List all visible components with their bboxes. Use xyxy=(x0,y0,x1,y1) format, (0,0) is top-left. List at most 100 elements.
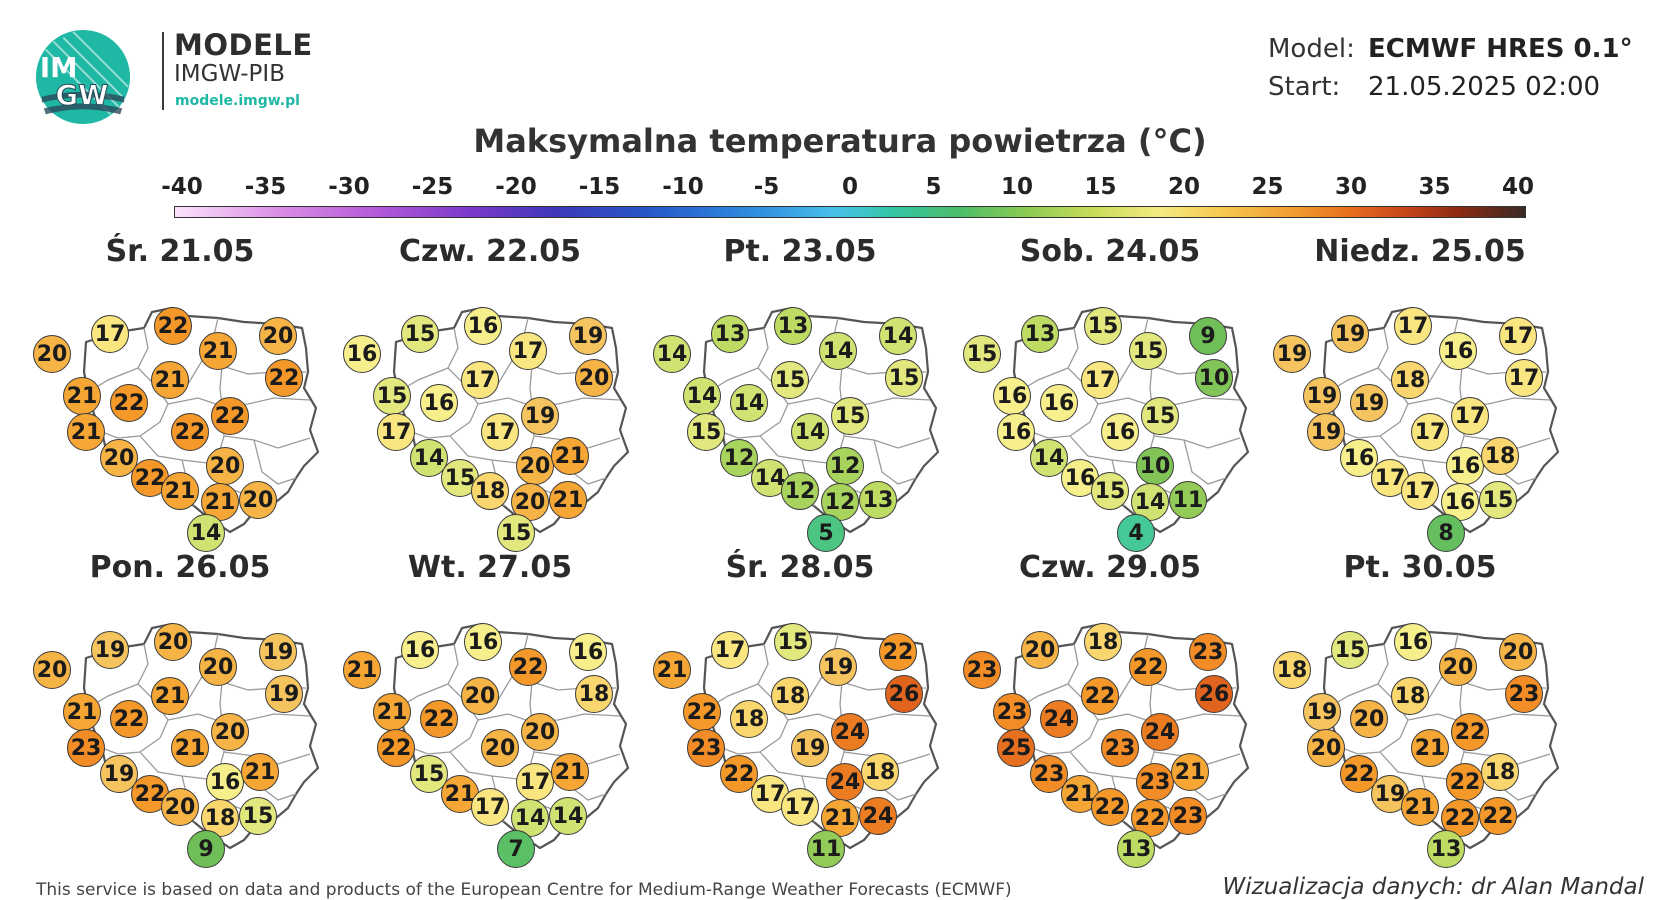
temperature-marker: 16 xyxy=(464,623,502,661)
temperature-marker: 23 xyxy=(1101,729,1139,767)
temperature-marker: 23 xyxy=(1136,763,1174,801)
temperature-marker: 18 xyxy=(201,799,239,837)
temperature-marker: 20 xyxy=(33,651,71,689)
region-border xyxy=(1031,737,1091,755)
region-border xyxy=(411,421,471,439)
temperature-marker: 17 xyxy=(481,413,519,451)
temperature-marker: 20 xyxy=(461,677,499,715)
temperature-marker: 17 xyxy=(1451,397,1489,435)
colorbar-tick: 40 xyxy=(1501,174,1534,200)
temperature-marker: 22 xyxy=(211,397,249,435)
region-border xyxy=(1379,435,1457,465)
temperature-marker: 18 xyxy=(1391,361,1429,399)
temperature-marker: 18 xyxy=(575,675,613,713)
colorbar-tick: 25 xyxy=(1251,174,1284,200)
temperature-marker: 23 xyxy=(963,651,1001,689)
temperature-marker: 20 xyxy=(516,447,554,485)
temperature-marker: 19 xyxy=(91,631,129,669)
region-border xyxy=(843,435,931,449)
temperature-marker: 15 xyxy=(1479,481,1517,519)
temperature-marker: 19 xyxy=(1307,413,1345,451)
temperature-marker: 17 xyxy=(781,788,819,826)
forecast-panel: Pon. 26.05 20 19 20 20 19 19 21 22 21 20 23 21 19 16 21… xyxy=(20,550,356,868)
temperature-marker: 16 xyxy=(1446,447,1484,485)
temperature-marker: 18 xyxy=(1481,753,1519,791)
temperature-marker: 15 xyxy=(401,315,439,353)
temperature-marker: 13 xyxy=(1021,315,1059,353)
temperature-marker: 21 xyxy=(549,481,587,519)
temperature-marker: 21 xyxy=(343,651,381,689)
temperature-marker: 22 xyxy=(110,384,148,422)
temperature-marker: 20 xyxy=(1307,729,1345,767)
temperature-marker: 22 xyxy=(509,648,547,686)
region-border xyxy=(447,643,479,739)
temperature-marker: 17 xyxy=(1411,413,1449,451)
temperature-marker: 15 xyxy=(774,623,812,661)
temperature-marker: 15 xyxy=(373,377,411,415)
temperature-marker: 21 xyxy=(551,753,589,791)
temperature-marker: 21 xyxy=(441,775,479,813)
temperature-marker: 20 xyxy=(1439,648,1477,686)
temperature-marker: 26 xyxy=(1195,675,1233,713)
temperature-marker: 15 xyxy=(410,755,448,793)
region-border xyxy=(447,327,479,423)
start-label: Start: xyxy=(1268,72,1341,102)
day-label: Czw. 22.05 xyxy=(398,234,581,269)
temperature-marker: 23 xyxy=(67,729,105,767)
temperature-marker: 17 xyxy=(509,332,547,370)
day-label: Pon. 26.05 xyxy=(89,550,271,585)
region-border xyxy=(759,435,837,465)
day-label: Pt. 30.05 xyxy=(1343,550,1497,585)
temperature-marker: 22 xyxy=(1091,788,1129,826)
temperature-marker: 9 xyxy=(187,830,225,868)
colorbar-tick: 15 xyxy=(1084,174,1117,200)
temperature-marker: 13 xyxy=(1117,830,1155,868)
region-border xyxy=(1379,751,1457,781)
day-label: Śr. 21.05 xyxy=(105,234,255,269)
brand-url-link[interactable]: modele.imgw.pl xyxy=(175,93,300,109)
temperature-marker: 18 xyxy=(1481,437,1519,475)
temperature-marker: 15 xyxy=(771,361,809,399)
temperature-marker: 14 xyxy=(187,514,225,552)
temperature-marker: 16 xyxy=(1394,623,1432,661)
temperature-marker: 19 xyxy=(1371,775,1409,813)
forecast-panel: Niedz. 25.05 19 19 17 16 17 17 19 19 18 17 19 17 16 16… xyxy=(1260,234,1596,552)
temperature-marker: 21 xyxy=(171,729,209,767)
region-border xyxy=(1069,751,1147,781)
region-border xyxy=(223,435,311,449)
temperature-marker: 14 xyxy=(683,377,721,415)
temperature-marker: 19 xyxy=(1303,693,1341,731)
temperature-marker: 22 xyxy=(265,359,303,397)
forecast-panel: Śr. 21.05 20 17 22 21 20 22 21 22 21 22 21 22 20 20 22 2… xyxy=(20,234,356,552)
temperature-marker: 22 xyxy=(1446,763,1484,801)
temperature-marker: 15 xyxy=(1084,307,1122,345)
forecast-panel: Czw. 22.05 16 15 16 17 19 20 15 16 17 19 17 17 14 20 21… xyxy=(330,234,666,552)
region-border xyxy=(1377,643,1409,739)
temperature-marker: 13 xyxy=(711,315,749,353)
temperature-marker: 11 xyxy=(1169,481,1207,519)
temperature-marker: 22 xyxy=(420,700,458,738)
temperature-marker: 21 xyxy=(199,332,237,370)
region-border xyxy=(1153,435,1241,449)
colorbar-tick: -25 xyxy=(411,174,454,200)
temperature-marker: 21 xyxy=(161,472,199,510)
temperature-marker: 20 xyxy=(199,648,237,686)
forecast-panel: Pt. 23.05 14 13 13 14 14 15 14 14 15 15 15 14 12 12 14 1… xyxy=(640,234,976,552)
region-border xyxy=(757,643,789,739)
temperature-marker: 8 xyxy=(1427,514,1465,552)
temperature-marker: 18 xyxy=(730,700,768,738)
forecast-panel: Śr. 28.05 21 17 15 19 22 26 22 18 18 24 23 19 22 24 18 1… xyxy=(640,550,976,868)
temperature-marker: 17 xyxy=(1081,361,1119,399)
temperature-marker: 21 xyxy=(653,651,691,689)
day-label: Niedz. 25.05 xyxy=(1314,234,1526,269)
region-border xyxy=(253,439,297,485)
temperature-marker: 20 xyxy=(1499,633,1537,671)
temperature-marker: 22 xyxy=(1479,797,1517,835)
temperature-marker: 19 xyxy=(100,755,138,793)
temperature-marker: 21 xyxy=(151,361,189,399)
temperature-marker: 20 xyxy=(1350,700,1388,738)
temperature-marker: 16 xyxy=(569,633,607,671)
temperature-marker: 22 xyxy=(720,755,758,793)
temperature-marker: 19 xyxy=(521,397,559,435)
colorbar-tick: 0 xyxy=(841,174,858,200)
